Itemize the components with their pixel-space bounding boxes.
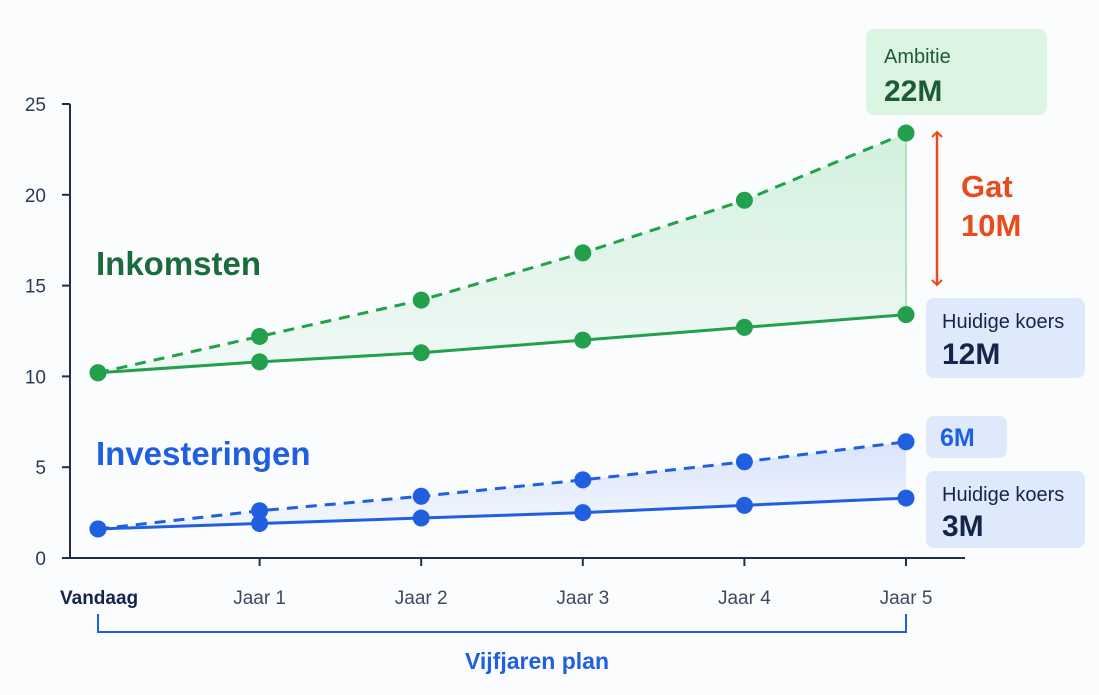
series-line-investeringen-ambitie bbox=[97, 440, 907, 531]
plan-label: Vijfjaren plan bbox=[465, 648, 609, 674]
investment-ambition-callout: 6M bbox=[926, 416, 1007, 458]
x-tick-label: Vandaag bbox=[60, 588, 138, 609]
data-point-investeringen-huidige-koers bbox=[574, 504, 592, 522]
data-point-investeringen-ambitie bbox=[897, 433, 915, 451]
investment-current-callout: Huidige koers 3M bbox=[926, 471, 1085, 548]
data-point-inkomsten-huidige-koers bbox=[89, 364, 107, 382]
data-point-investeringen-huidige-koers bbox=[897, 489, 915, 507]
x-axis: Vandaag Jaar 1 Jaar 2 Jaar 3 Jaar 4 Jaar 5 bbox=[60, 557, 965, 609]
investment-current-callout-label: Huidige koers bbox=[942, 484, 1064, 506]
x-tick-label: Jaar 2 bbox=[395, 588, 448, 609]
ambition-callout: Ambitie 22M bbox=[866, 29, 1047, 115]
y-tick-label: 15 bbox=[25, 277, 46, 298]
income-current-callout-value: 12M bbox=[942, 338, 1000, 371]
gap-value: 10M bbox=[961, 208, 1021, 243]
ambition-callout-value: 22M bbox=[884, 75, 942, 108]
data-point-inkomsten-huidige-koers bbox=[735, 318, 753, 336]
investment-series-label: Investeringen bbox=[96, 435, 311, 472]
data-point-investeringen-huidige-koers bbox=[251, 514, 269, 532]
y-tick-label: 25 bbox=[25, 95, 46, 116]
data-point-investeringen-ambitie bbox=[251, 502, 269, 520]
series-line-inkomsten-ambitie bbox=[97, 131, 907, 375]
data-point-investeringen-ambitie bbox=[574, 471, 592, 489]
gap-label: Gat bbox=[961, 169, 1013, 204]
series-layer bbox=[89, 124, 915, 538]
ambition-callout-label: Ambitie bbox=[884, 46, 951, 68]
data-point-inkomsten-huidige-koers bbox=[574, 331, 592, 349]
data-point-inkomsten-ambitie bbox=[574, 244, 592, 262]
data-point-inkomsten-huidige-koers bbox=[897, 306, 915, 324]
data-point-inkomsten-huidige-koers bbox=[412, 344, 430, 362]
y-axis: 0 5 10 15 20 25 bbox=[25, 95, 71, 570]
data-point-investeringen-huidige-koers bbox=[735, 496, 753, 514]
income-current-callout: Huidige koers 12M bbox=[926, 298, 1085, 378]
plan-bracket bbox=[97, 614, 907, 633]
investment-ambition-callout-value: 6M bbox=[940, 424, 975, 452]
data-point-inkomsten-huidige-koers bbox=[251, 353, 269, 371]
data-point-investeringen-ambitie bbox=[735, 453, 753, 471]
data-point-inkomsten-ambitie bbox=[735, 191, 753, 209]
income-gap-area bbox=[98, 133, 906, 373]
data-point-inkomsten-ambitie bbox=[897, 124, 915, 142]
investment-current-callout-value: 3M bbox=[942, 510, 984, 543]
y-tick-label: 5 bbox=[35, 458, 46, 479]
x-tick-label: Jaar 4 bbox=[718, 588, 771, 609]
y-tick-label: 0 bbox=[35, 549, 46, 570]
x-tick-label: Jaar 3 bbox=[556, 588, 609, 609]
x-tick-label: Jaar 5 bbox=[880, 588, 933, 609]
y-tick-label: 20 bbox=[25, 186, 46, 207]
income-current-callout-label: Huidige koers bbox=[942, 311, 1064, 333]
data-point-inkomsten-ambitie bbox=[251, 327, 269, 345]
x-tick-label: Jaar 1 bbox=[233, 588, 286, 609]
data-point-investeringen-huidige-koers bbox=[412, 509, 430, 527]
series-line-investeringen-huidige-koers bbox=[97, 496, 907, 531]
series-line-inkomsten-huidige-koers bbox=[97, 313, 907, 375]
data-point-investeringen-ambitie bbox=[412, 487, 430, 505]
y-tick-label: 10 bbox=[25, 367, 46, 388]
income-series-label: Inkomsten bbox=[96, 245, 261, 282]
data-point-investeringen-huidige-koers bbox=[89, 520, 107, 538]
data-point-inkomsten-ambitie bbox=[412, 291, 430, 309]
